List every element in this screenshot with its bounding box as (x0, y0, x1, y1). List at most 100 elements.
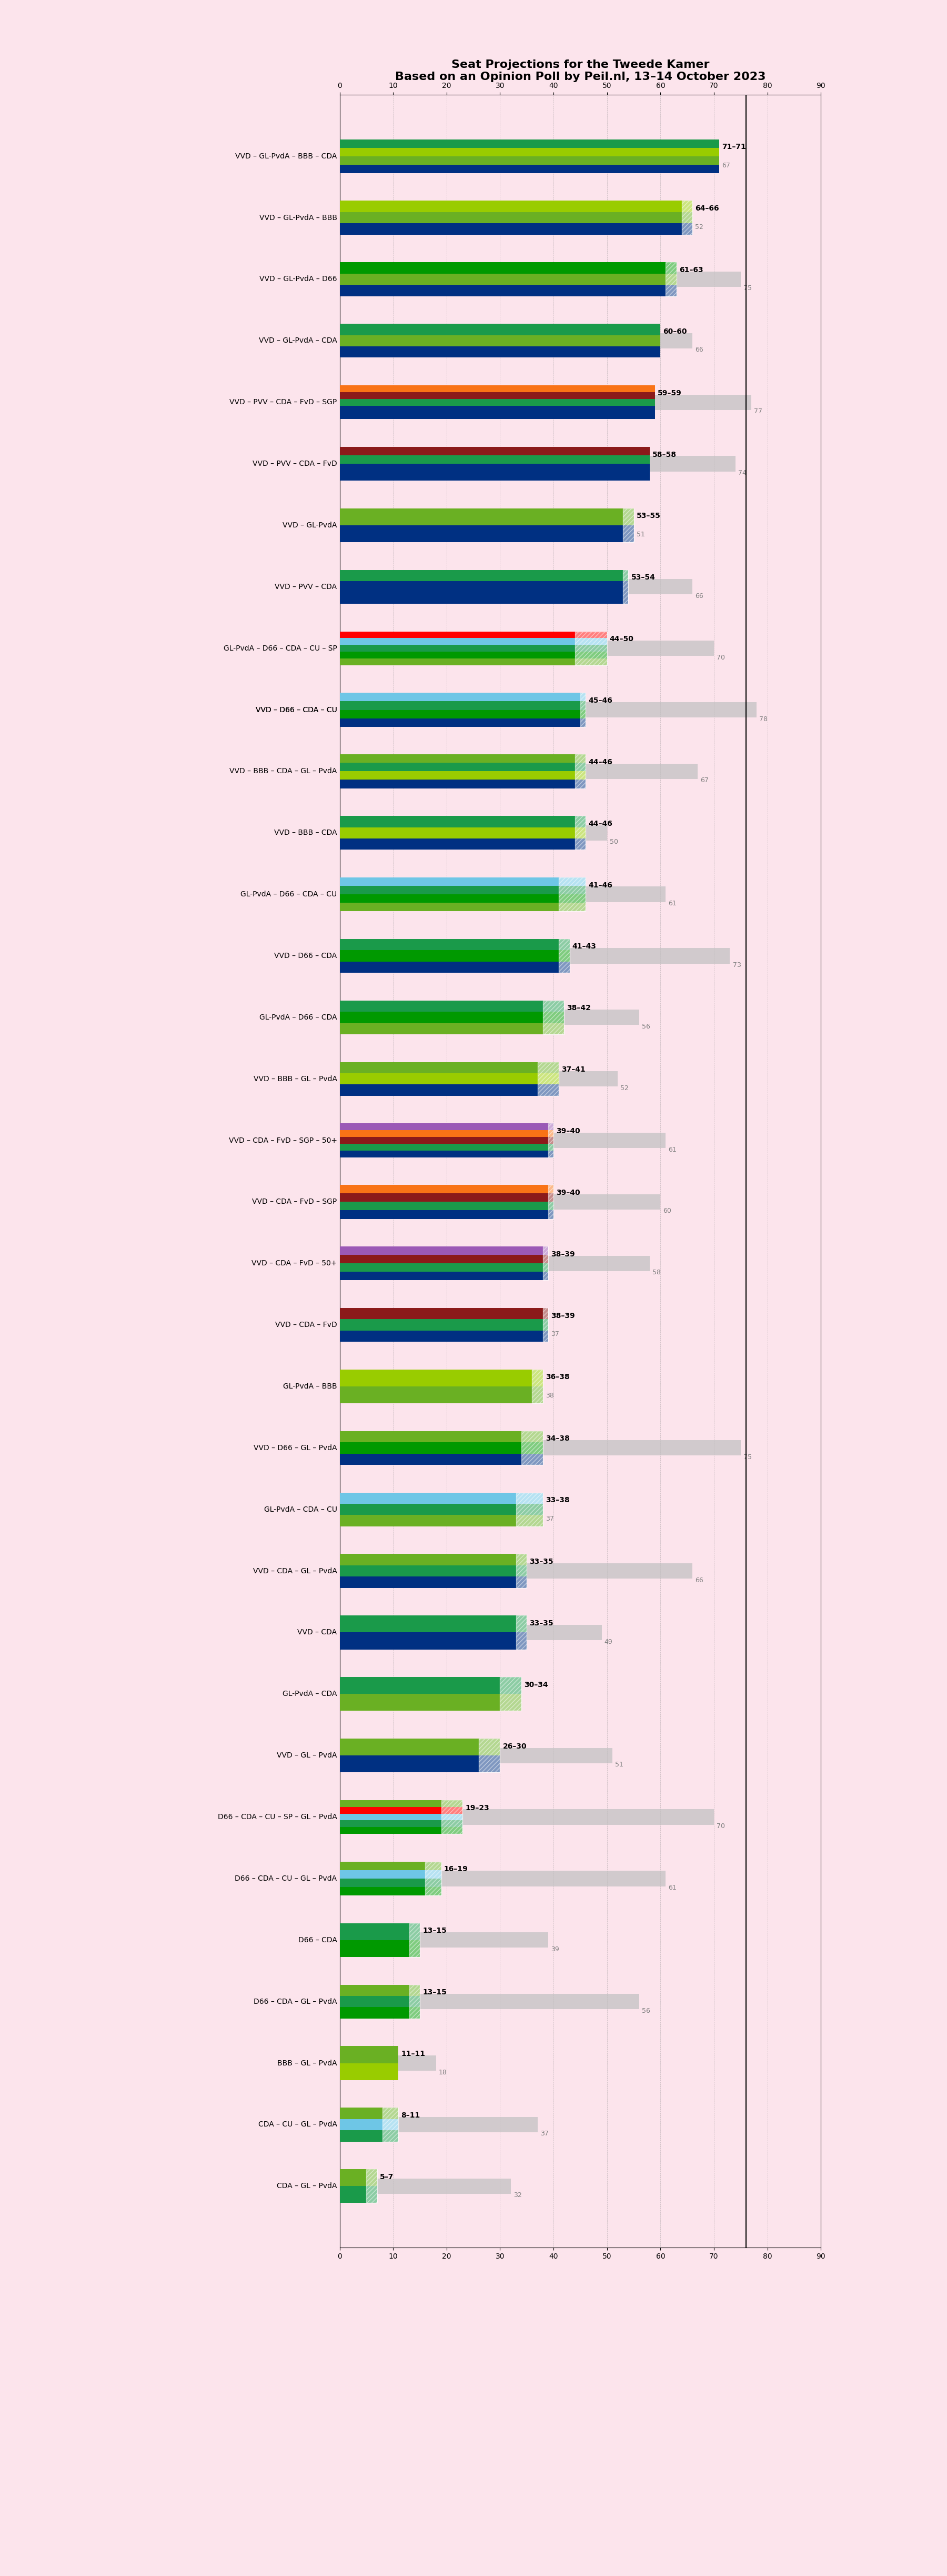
Bar (340, 2169, 377, 2187)
Bar (340, 703, 757, 719)
Bar (340, 1273, 548, 1280)
Text: 61: 61 (669, 1886, 677, 1891)
Bar (340, 1061, 559, 1074)
Bar (516, 1492, 543, 1528)
Bar (340, 1814, 463, 1821)
Bar (340, 412, 655, 420)
Bar (340, 2187, 377, 2202)
Text: 75: 75 (743, 286, 752, 291)
Bar (682, 201, 692, 234)
Text: GL-PvdA – D66 – CDA – CU – SP: GL-PvdA – D66 – CDA – CU – SP (223, 644, 337, 652)
Text: 61: 61 (669, 1146, 677, 1154)
Text: 13–15: 13–15 (422, 1927, 447, 1935)
Text: 71–71: 71–71 (722, 144, 746, 149)
Text: 19–23: 19–23 (465, 1803, 490, 1811)
Bar (441, 1801, 463, 1834)
Bar (340, 1133, 666, 1149)
Text: 18: 18 (438, 2069, 447, 2076)
Text: VVD – D66 – CDA: VVD – D66 – CDA (275, 953, 337, 958)
Bar (340, 569, 629, 582)
Bar (340, 1806, 463, 1814)
Text: VVD – PVV – CDA: VVD – PVV – CDA (275, 582, 337, 590)
Bar (340, 1443, 543, 1453)
Bar (340, 644, 607, 652)
Bar (340, 345, 660, 358)
Bar (340, 701, 585, 711)
Bar (340, 1932, 548, 1947)
Bar (340, 1754, 500, 1772)
Bar (340, 399, 655, 404)
Bar (340, 1023, 564, 1036)
Bar (340, 711, 585, 719)
Bar (340, 211, 692, 224)
Bar (340, 781, 585, 788)
Text: 32: 32 (513, 2192, 522, 2200)
Bar (340, 165, 720, 173)
Bar (340, 1084, 559, 1095)
Bar (340, 1151, 553, 1157)
Bar (340, 2045, 399, 2063)
Bar (340, 1625, 601, 1641)
Bar (340, 332, 692, 348)
Text: 33–35: 33–35 (529, 1558, 553, 1566)
Text: 56: 56 (642, 1023, 650, 1030)
Text: 37: 37 (540, 2130, 548, 2138)
Bar (548, 1185, 553, 1218)
Bar (340, 1072, 617, 1087)
Text: 70: 70 (717, 1824, 725, 1829)
Text: 64–66: 64–66 (695, 204, 719, 211)
Text: 13–15: 13–15 (422, 1989, 447, 1996)
Bar (340, 1193, 553, 1203)
Text: 37–41: 37–41 (562, 1066, 585, 1074)
Bar (340, 1453, 543, 1466)
Bar (340, 1577, 527, 1587)
Bar (340, 824, 607, 840)
Bar (500, 1677, 522, 1710)
Bar (340, 1136, 553, 1144)
Bar (340, 1515, 543, 1528)
Bar (340, 1332, 548, 1342)
Bar (340, 446, 650, 456)
Text: 66: 66 (695, 1577, 704, 1584)
Bar (340, 263, 676, 273)
Bar (340, 719, 585, 726)
Text: VVD – GL-PvdA – BBB – CDA: VVD – GL-PvdA – BBB – CDA (235, 152, 337, 160)
Text: VVD – BBB – CDA: VVD – BBB – CDA (274, 829, 337, 837)
Bar (340, 755, 585, 762)
Bar (340, 951, 569, 961)
Bar (340, 641, 714, 657)
Text: 45–46: 45–46 (588, 698, 613, 703)
Text: CDA – GL – PvdA: CDA – GL – PvdA (277, 2182, 337, 2190)
Bar (340, 1677, 522, 1695)
Bar (340, 886, 585, 894)
Bar (575, 631, 607, 665)
Bar (623, 569, 629, 603)
Text: VVD – PVV – CDA – FvD – SGP: VVD – PVV – CDA – FvD – SGP (229, 399, 337, 407)
Text: VVD – BBB – GL – PvdA: VVD – BBB – GL – PvdA (254, 1074, 337, 1082)
Text: GL-PvdA – D66 – CDA – CU: GL-PvdA – D66 – CDA – CU (241, 891, 337, 899)
Bar (340, 1203, 553, 1211)
Text: VVD – CDA – GL – PvdA: VVD – CDA – GL – PvdA (253, 1566, 337, 1574)
Text: 59–59: 59–59 (658, 389, 682, 397)
Text: VVD – PVV – CDA – FvD: VVD – PVV – CDA – FvD (253, 461, 337, 466)
Bar (340, 1870, 666, 1886)
Bar (340, 2130, 399, 2141)
Text: 66: 66 (695, 348, 704, 353)
Text: 38–39: 38–39 (551, 1311, 575, 1319)
Bar (340, 1888, 441, 1896)
Bar (340, 392, 655, 399)
Bar (340, 1262, 548, 1273)
Bar (340, 1492, 543, 1504)
Bar (340, 526, 634, 541)
Bar (575, 817, 585, 850)
Bar (340, 762, 698, 778)
Bar (575, 755, 585, 788)
Text: 49: 49 (604, 1638, 613, 1646)
Bar (340, 1566, 527, 1577)
Bar (340, 456, 735, 471)
Text: 44–46: 44–46 (588, 757, 613, 765)
Bar (340, 201, 692, 211)
Text: 44–50: 44–50 (610, 636, 634, 644)
Text: 58: 58 (652, 1270, 661, 1275)
Bar (340, 1801, 463, 1806)
